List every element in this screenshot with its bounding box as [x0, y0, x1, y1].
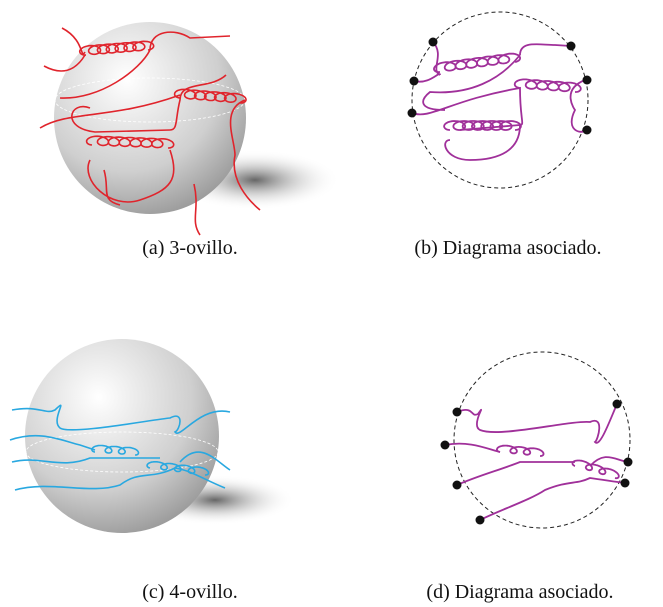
- endpoint: [440, 440, 450, 450]
- coil-path: [85, 135, 175, 149]
- coil: [571, 459, 620, 480]
- caption: (c) 4-ovillo.: [142, 581, 238, 603]
- sphere: [25, 339, 219, 533]
- coil: [85, 135, 175, 149]
- equator: [25, 431, 219, 473]
- coil: [91, 444, 140, 456]
- caption: (b) Diagrama asociado.: [414, 237, 601, 259]
- strand: [444, 403, 629, 521]
- coil-path: [496, 444, 545, 457]
- coil: [173, 88, 247, 104]
- endpoint: [475, 515, 485, 525]
- strand: [411, 41, 588, 161]
- coil-path: [78, 40, 155, 56]
- endpoint: [452, 480, 462, 490]
- coil-path: [443, 120, 522, 131]
- boundary: [453, 351, 631, 529]
- panel-d: (d) Diagrama asociado.: [426, 351, 633, 603]
- caption: (a) 3-ovillo.: [142, 237, 238, 259]
- endpoint: [582, 75, 592, 85]
- endpoint: [582, 125, 592, 135]
- coil-path: [513, 78, 582, 93]
- caption: (d) Diagrama asociado.: [426, 581, 613, 603]
- coil-path: [433, 52, 522, 74]
- coil-path: [571, 459, 620, 480]
- coil: [146, 461, 210, 476]
- coil-path: [91, 444, 140, 456]
- endpoint: [452, 407, 462, 417]
- strand: [39, 27, 261, 236]
- coil: [513, 78, 582, 93]
- boundary: [411, 11, 589, 189]
- endpoint: [428, 37, 438, 47]
- strand: [9, 404, 231, 491]
- coil: [78, 40, 155, 56]
- coil-path: [146, 461, 210, 476]
- endpoint: [407, 108, 417, 118]
- endpoint: [612, 399, 622, 409]
- endpoint: [623, 457, 633, 467]
- panel-b: (b) Diagrama asociado.: [407, 11, 602, 259]
- coil: [496, 444, 545, 457]
- endpoint: [620, 478, 630, 488]
- coil: [433, 52, 522, 74]
- coil-path: [173, 88, 247, 104]
- panel-a: (a) 3-ovillo.: [39, 22, 340, 259]
- coil: [443, 120, 522, 131]
- endpoint: [409, 76, 419, 86]
- sphere: [54, 22, 246, 214]
- panel-c: (c) 4-ovillo.: [9, 339, 295, 603]
- endpoint: [566, 41, 576, 51]
